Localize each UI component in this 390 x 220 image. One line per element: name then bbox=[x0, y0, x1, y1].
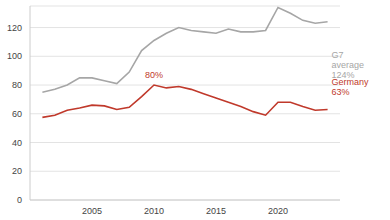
svg-text:80%: 80% bbox=[145, 70, 163, 80]
svg-text:2020: 2020 bbox=[268, 206, 288, 216]
svg-text:G7: G7 bbox=[332, 50, 344, 60]
svg-text:120: 120 bbox=[8, 23, 22, 33]
svg-text:80: 80 bbox=[12, 80, 22, 90]
svg-text:40: 40 bbox=[12, 138, 22, 148]
svg-text:124%: 124% bbox=[332, 70, 355, 80]
svg-text:2015: 2015 bbox=[206, 206, 226, 216]
svg-text:2005: 2005 bbox=[82, 206, 102, 216]
svg-text:63%: 63% bbox=[332, 87, 350, 97]
svg-text:2010: 2010 bbox=[144, 206, 164, 216]
svg-text:Germany: Germany bbox=[331, 77, 369, 88]
svg-text:average: average bbox=[332, 60, 365, 70]
svg-text:0: 0 bbox=[17, 195, 22, 205]
svg-text:60: 60 bbox=[12, 109, 22, 119]
svg-text:20: 20 bbox=[12, 166, 22, 176]
svg-text:100: 100 bbox=[8, 51, 22, 61]
